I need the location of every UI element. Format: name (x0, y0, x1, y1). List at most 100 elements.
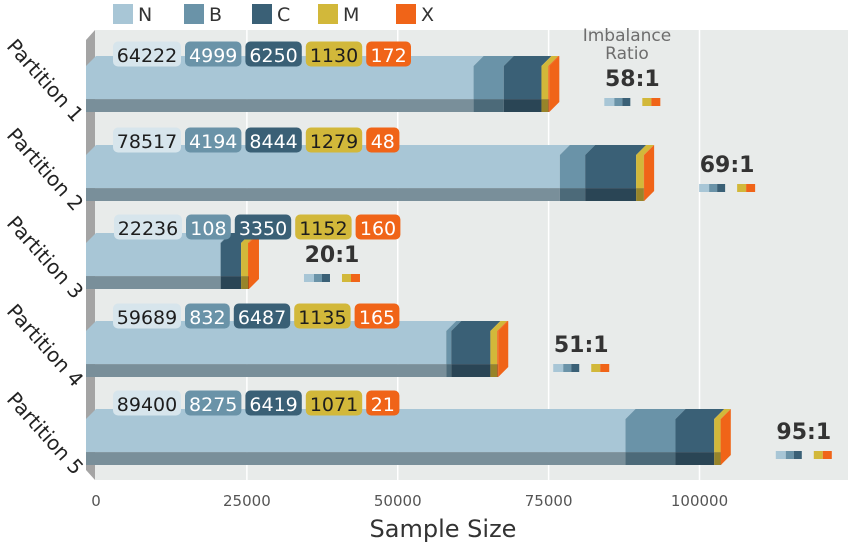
value-label-c-5: 6419 (249, 394, 297, 416)
value-chip-b-5 (185, 390, 242, 416)
value-chip-x-2 (366, 127, 400, 153)
bar-shadow-3-1 (446, 364, 452, 377)
legend-swatch-x (396, 4, 416, 24)
bar-end-cap-0 (549, 56, 560, 112)
imbalance-ratio-3: 20:1 (305, 243, 360, 268)
value-label-n-3: 22236 (118, 218, 178, 240)
ratio-icon-x-4 (600, 364, 610, 372)
value-label-b-1: 4999 (189, 45, 237, 67)
value-chip-x-5 (366, 390, 400, 416)
value-label-m-4: 1135 (298, 307, 346, 329)
bar-top-0-3 (541, 56, 559, 66)
value-label-x-3: 160 (360, 218, 396, 240)
bar-top-1-3 (636, 145, 654, 155)
value-chip-c-2 (245, 127, 302, 153)
legend-label-c: C (277, 4, 290, 26)
bar-shadow-0-1 (473, 99, 504, 112)
legend-swatch-c (252, 4, 272, 24)
imbalance-ratio-1: 58:1 (605, 67, 660, 92)
value-chip-b-1 (185, 41, 242, 67)
bar-top-3-4 (497, 321, 509, 331)
value-chip-c-4 (233, 303, 291, 329)
bar-shadow-3-2 (451, 364, 491, 377)
legend-label-n: N (138, 4, 152, 26)
value-label-x-5: 21 (371, 394, 395, 416)
ratio-icon-majority-1-1 (614, 98, 623, 106)
value-label-b-2: 4194 (189, 131, 237, 153)
bar-segment-b-2 (559, 155, 586, 189)
bar-segment-n-4 (86, 331, 447, 365)
value-chip-n-5 (113, 390, 181, 416)
value-chip-x-1 (366, 41, 411, 67)
bar-end-cap-3 (498, 321, 509, 377)
bar-top-1-1 (559, 145, 596, 155)
imbalance-ratio-header-line-1: Imbalance (583, 26, 672, 46)
bar-top-1-4 (643, 145, 655, 155)
ratio-icon-majority-1-2 (622, 98, 631, 106)
ratio-icon-m-4 (591, 364, 601, 372)
value-label-x-2: 48 (371, 131, 395, 153)
bar-top-3-1 (446, 321, 462, 331)
imbalance-ratio-5: 95:1 (776, 420, 831, 445)
ratio-icon-x-2 (746, 184, 756, 192)
bar-segment-c-4 (451, 331, 491, 365)
legend-label-b: B (209, 4, 222, 26)
ratio-icon-m-2 (737, 184, 747, 192)
bar-segment-m-4 (490, 331, 498, 365)
value-chip-b-4 (185, 303, 230, 329)
ratio-icon-x-3 (350, 274, 360, 282)
bar-segment-m-1 (541, 66, 549, 100)
value-label-b-5: 8275 (189, 394, 237, 416)
ratio-icon-m-1 (642, 98, 652, 106)
bar-top-3-3 (490, 321, 508, 331)
value-chip-m-3 (295, 214, 352, 240)
value-label-b-3: 108 (190, 218, 226, 240)
ratio-icon-majority-3-1 (313, 274, 322, 282)
bar-shadow-3-4 (497, 364, 499, 377)
value-label-n-1: 64222 (117, 45, 177, 67)
bar-segment-b-4 (446, 331, 452, 365)
bar-top-0-1 (473, 56, 514, 66)
bar-shadow-1-1 (559, 188, 586, 201)
bar-segment-n-2 (86, 155, 560, 189)
ratio-icon-m-3 (341, 274, 351, 282)
bar-segment-b-3 (220, 243, 221, 277)
ratio-icon-majority-2-1 (709, 184, 718, 192)
value-chip-m-4 (294, 303, 351, 329)
bar-segment-m-5 (714, 419, 721, 453)
value-label-n-2: 78517 (117, 131, 177, 153)
legend-swatch-b (184, 4, 204, 24)
bar-shadow-1-0 (86, 188, 560, 201)
bar-shadow-2-0 (86, 276, 221, 289)
bar-top-1-2 (585, 145, 647, 155)
bar-segment-c-5 (675, 419, 715, 453)
bar-segment-x-2 (643, 155, 645, 189)
bar-segment-m-2 (636, 155, 644, 189)
legend-label-m: M (343, 4, 359, 26)
bar-segment-c-2 (585, 155, 637, 189)
bar-end-cap-1 (644, 145, 655, 201)
bar-shadow-3-0 (86, 364, 447, 377)
bar-shadow-1-3 (636, 188, 644, 201)
category-label-5: Partition 5 (2, 387, 88, 479)
bar-shadow-0-2 (503, 99, 542, 112)
bar-shadow-2-4 (248, 276, 249, 289)
ratio-icon-majority-3-2 (321, 274, 330, 282)
bar-shadow-2-3 (241, 276, 249, 289)
ratio-icon-majority-5-2 (793, 451, 802, 459)
value-chip-n-4 (113, 303, 181, 329)
bar-segment-c-1 (503, 66, 542, 100)
legend-swatch-n (113, 4, 133, 24)
value-label-x-1: 172 (370, 45, 406, 67)
ratio-icon-majority-2-0 (699, 184, 710, 192)
imbalance-ratio-4: 51:1 (554, 333, 609, 358)
ratio-icon-majority-5-1 (785, 451, 794, 459)
bar-segment-x-3 (248, 243, 249, 277)
value-chip-n-2 (113, 127, 181, 153)
bar-shadow-1-4 (643, 188, 645, 201)
bar-top-4-3 (714, 409, 731, 419)
bar-top-0-4 (548, 56, 560, 66)
category-label-2: Partition 2 (2, 123, 88, 215)
category-label-3: Partition 3 (2, 211, 88, 303)
value-chip-c-5 (245, 390, 302, 416)
